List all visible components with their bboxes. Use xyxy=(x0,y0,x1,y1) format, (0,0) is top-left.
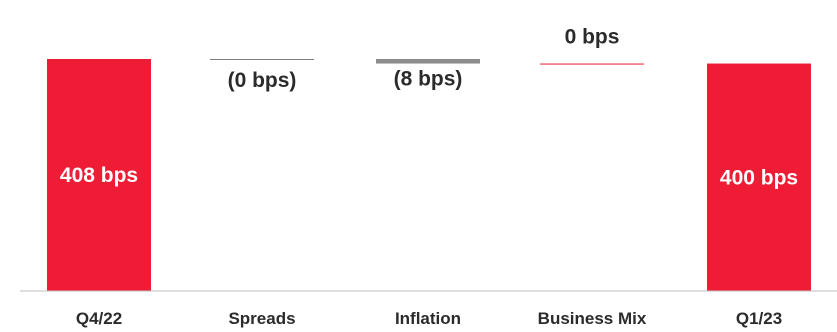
category-label-business-mix: Business Mix xyxy=(538,309,647,328)
bar-q1-23 xyxy=(707,63,811,292)
data-label-spreads: (0 bps) xyxy=(228,69,297,92)
category-labels: Q4/22 Spreads Inflation Business Mix Q1/23 xyxy=(76,309,782,328)
bar-inflation xyxy=(376,59,480,64)
data-label-q1-23: 400 bps xyxy=(720,166,798,189)
category-label-q4-22: Q4/22 xyxy=(76,309,122,328)
data-label-inflation: (8 bps) xyxy=(394,68,463,91)
bar-business-mix xyxy=(540,63,644,65)
category-label-q1-23: Q1/23 xyxy=(736,309,782,328)
data-label-q4-22: 408 bps xyxy=(60,164,138,187)
category-label-spreads: Spreads xyxy=(228,309,295,328)
category-label-inflation: Inflation xyxy=(395,309,461,328)
bar-spreads xyxy=(210,59,314,60)
bars-layer xyxy=(47,59,811,292)
bar-q4-22 xyxy=(47,59,151,291)
data-labels: 408 bps (0 bps) (8 bps) 0 bps 400 bps xyxy=(60,26,798,190)
data-label-business-mix: 0 bps xyxy=(565,26,620,49)
